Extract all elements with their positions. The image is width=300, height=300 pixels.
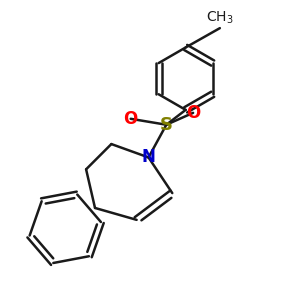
Text: S: S [160,116,173,134]
Text: O: O [186,104,200,122]
Text: CH$_3$: CH$_3$ [206,10,234,26]
Text: O: O [124,110,138,128]
Text: N: N [142,148,155,166]
